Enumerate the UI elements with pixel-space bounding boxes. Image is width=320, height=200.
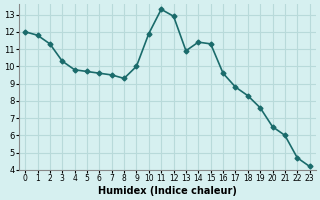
X-axis label: Humidex (Indice chaleur): Humidex (Indice chaleur) xyxy=(98,186,237,196)
